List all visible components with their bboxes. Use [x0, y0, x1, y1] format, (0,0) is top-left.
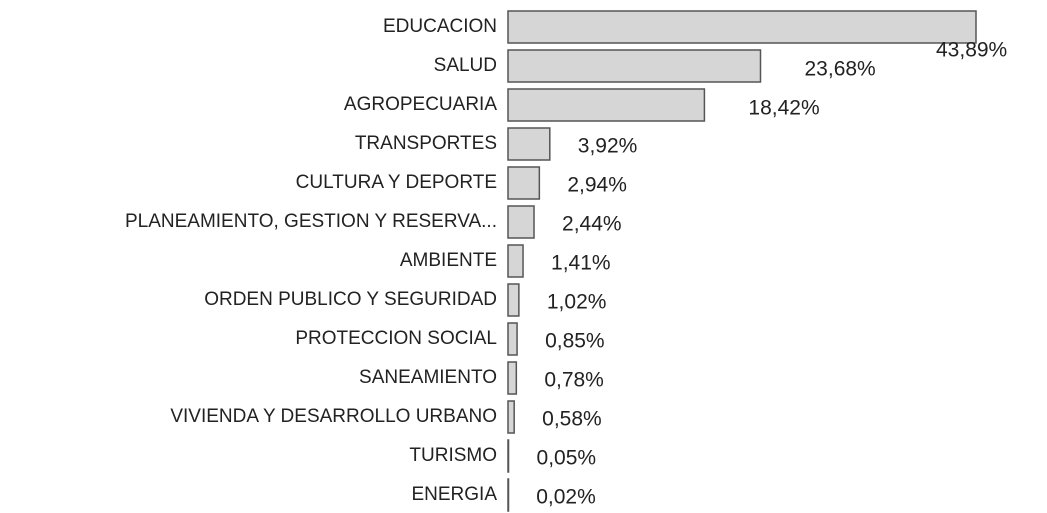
category-label: ORDEN PUBLICO Y SEGURIDAD — [204, 289, 497, 310]
bar — [507, 478, 510, 512]
value-label: 0,05% — [537, 447, 597, 470]
bar — [507, 88, 706, 122]
category-label: SALUD — [434, 55, 497, 76]
category-label: TURISMO — [409, 445, 497, 466]
value-label: 1,41% — [551, 252, 611, 275]
bar — [507, 49, 762, 83]
category-label: EDUCACION — [383, 16, 497, 37]
value-label: 1,02% — [547, 291, 607, 314]
value-label: 3,92% — [578, 135, 638, 158]
category-label: AMBIENTE — [400, 250, 497, 271]
value-label: 2,44% — [562, 213, 622, 236]
category-label: AGROPECUARIA — [344, 94, 497, 115]
value-label: 43,89% — [936, 39, 1007, 62]
bar — [507, 361, 518, 395]
category-label: ENERGIA — [411, 484, 497, 505]
category-label: PLANEAMIENTO, GESTION Y RESERVA... — [125, 211, 497, 232]
bar — [507, 10, 977, 44]
value-label: 23,68% — [805, 58, 876, 81]
category-label: SANEAMIENTO — [359, 367, 497, 388]
category-label: TRANSPORTES — [355, 133, 497, 154]
bar — [507, 283, 520, 317]
bar — [507, 205, 535, 239]
value-label: 0,78% — [544, 369, 604, 392]
value-label: 0,58% — [542, 408, 602, 431]
bar — [507, 400, 515, 434]
bar — [507, 166, 541, 200]
value-label: 18,42% — [748, 97, 819, 120]
bar — [507, 127, 551, 161]
value-label: 0,85% — [545, 330, 605, 353]
category-label: VIVIENDA Y DESARROLLO URBANO — [170, 406, 497, 427]
value-label: 2,94% — [567, 174, 627, 197]
bar — [507, 322, 518, 356]
value-label: 0,02% — [536, 486, 596, 509]
bar — [507, 439, 510, 473]
category-label: PROTECCION SOCIAL — [295, 328, 497, 349]
bar — [507, 244, 524, 278]
category-label: CULTURA Y DEPORTE — [296, 172, 497, 193]
